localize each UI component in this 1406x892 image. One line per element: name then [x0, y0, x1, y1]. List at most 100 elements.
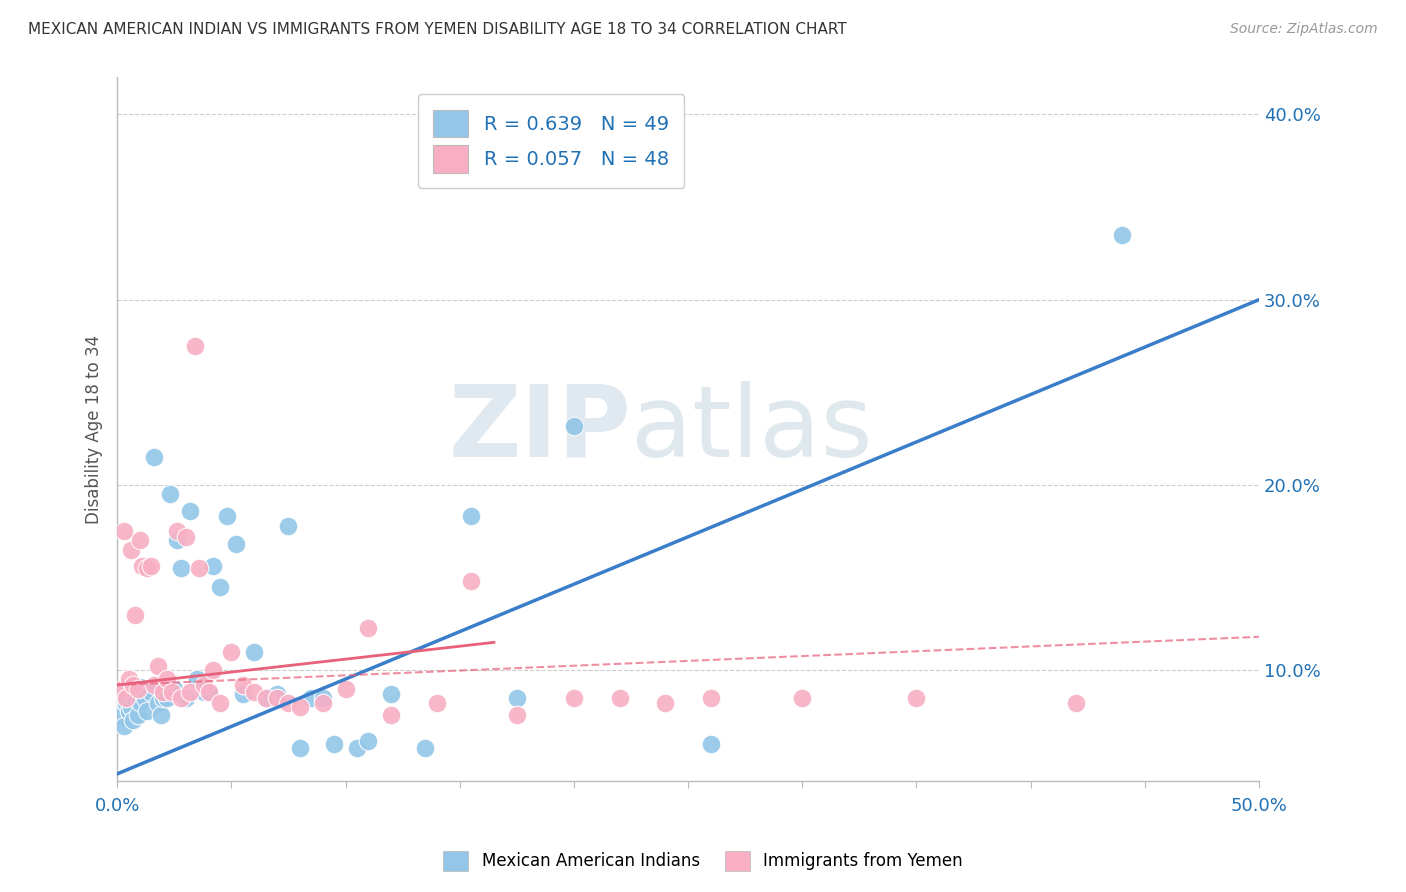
Text: atlas: atlas	[631, 381, 873, 478]
Text: Source: ZipAtlas.com: Source: ZipAtlas.com	[1230, 22, 1378, 37]
Legend: Mexican American Indians, Immigrants from Yemen: Mexican American Indians, Immigrants fro…	[434, 842, 972, 880]
Point	[277, 697, 299, 711]
Point	[152, 685, 174, 699]
Point	[152, 690, 174, 705]
Point	[163, 681, 186, 696]
Point	[170, 561, 193, 575]
Point	[159, 487, 181, 501]
Point	[426, 697, 449, 711]
Point	[1111, 227, 1133, 242]
Point	[288, 700, 311, 714]
Point	[166, 524, 188, 539]
Point	[127, 707, 149, 722]
Point	[335, 681, 357, 696]
Text: ZIP: ZIP	[449, 381, 631, 478]
Point	[215, 509, 238, 524]
Point	[124, 607, 146, 622]
Point	[562, 690, 585, 705]
Point	[700, 690, 723, 705]
Point	[562, 418, 585, 433]
Point	[312, 690, 335, 705]
Point	[609, 690, 631, 705]
Point	[129, 680, 152, 694]
Point	[112, 719, 135, 733]
Point	[122, 678, 145, 692]
Point	[221, 645, 243, 659]
Point	[129, 533, 152, 548]
Point	[654, 697, 676, 711]
Point	[380, 687, 402, 701]
Point	[266, 687, 288, 701]
Point	[357, 621, 380, 635]
Point	[202, 663, 225, 677]
Point	[254, 690, 277, 705]
Point	[312, 697, 335, 711]
Point	[129, 695, 152, 709]
Point	[142, 450, 165, 464]
Point	[112, 524, 135, 539]
Point	[905, 690, 928, 705]
Point	[208, 580, 231, 594]
Point	[193, 678, 215, 692]
Point	[232, 678, 254, 692]
Point	[174, 530, 197, 544]
Point	[111, 681, 134, 696]
Point	[188, 561, 211, 575]
Point	[117, 673, 139, 687]
Point	[120, 700, 142, 714]
Point	[288, 741, 311, 756]
Point	[346, 741, 368, 756]
Point	[186, 673, 208, 687]
Point	[266, 690, 288, 705]
Text: MEXICAN AMERICAN INDIAN VS IMMIGRANTS FROM YEMEN DISABILITY AGE 18 TO 34 CORRELA: MEXICAN AMERICAN INDIAN VS IMMIGRANTS FR…	[28, 22, 846, 37]
Point	[127, 681, 149, 696]
Point	[179, 504, 201, 518]
Point	[202, 559, 225, 574]
Point	[120, 542, 142, 557]
Point	[141, 559, 163, 574]
Point	[197, 685, 219, 699]
Point	[792, 690, 814, 705]
Point	[170, 690, 193, 705]
Point	[506, 690, 529, 705]
Point	[380, 707, 402, 722]
Point	[156, 673, 179, 687]
Point	[134, 690, 156, 705]
Point	[254, 690, 277, 705]
Point	[115, 697, 138, 711]
Point	[141, 685, 163, 699]
Point	[131, 559, 153, 574]
Point	[243, 685, 266, 699]
Point	[166, 533, 188, 548]
Point	[460, 574, 482, 589]
Point	[277, 518, 299, 533]
Point	[179, 685, 201, 699]
Point	[135, 561, 157, 575]
Point	[460, 509, 482, 524]
Point	[124, 690, 146, 705]
Point	[174, 690, 197, 705]
Point	[148, 697, 170, 711]
Point	[142, 678, 165, 692]
Point	[149, 707, 172, 722]
Point	[415, 741, 437, 756]
Point	[208, 697, 231, 711]
Point	[111, 709, 134, 723]
Point	[323, 737, 346, 751]
Point	[160, 685, 183, 699]
Point	[225, 537, 247, 551]
Point	[197, 685, 219, 699]
Point	[122, 713, 145, 727]
Y-axis label: Disability Age 18 to 34: Disability Age 18 to 34	[86, 334, 103, 524]
Point	[232, 687, 254, 701]
Point	[1064, 697, 1087, 711]
Legend: R = 0.639   N = 49, R = 0.057   N = 48: R = 0.639 N = 49, R = 0.057 N = 48	[418, 95, 685, 188]
Point	[357, 733, 380, 747]
Point	[193, 685, 215, 699]
Point	[184, 339, 207, 353]
Point	[148, 659, 170, 673]
Point	[299, 690, 322, 705]
Point	[156, 690, 179, 705]
Point	[243, 645, 266, 659]
Point	[135, 704, 157, 718]
